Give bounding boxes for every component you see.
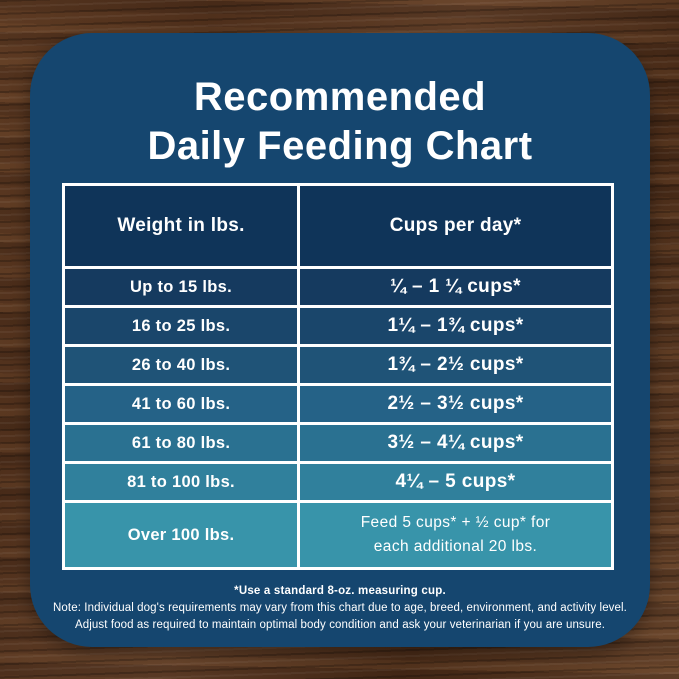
disclaimer-line-1: Note: Individual dog's requirements may … [53,602,627,614]
table-row-cups: 1¾ – 2½ cups* [300,347,611,383]
table-row-cups: Feed 5 cups* + ½ cup* for each additiona… [300,503,611,567]
table-row-cups: ¼ – 1 ¼ cups* [300,269,611,305]
table-row-weight: 61 to 80 lbs. [65,425,298,461]
table-row-weight: Over 100 lbs. [65,503,298,567]
table-row-weight: 81 to 100 lbs. [65,464,298,500]
table-row-cups: 1¼ – 1¾ cups* [300,308,611,344]
table-row-weight: 26 to 40 lbs. [65,347,298,383]
table-row-weight: 41 to 60 lbs. [65,386,298,422]
measuring-cup-note: *Use a standard 8-oz. measuring cup. [234,585,446,597]
page-title: Recommended Daily Feeding Chart [30,33,650,171]
table-row-cups: 3½ – 4¼ cups* [300,425,611,461]
feeding-chart-card: Recommended Daily Feeding Chart Weight i… [30,33,650,647]
footnotes: *Use a standard 8-oz. measuring cup. Not… [30,585,650,633]
title-line-2: Daily Feeding Chart [147,124,533,169]
table-row-weight: 16 to 25 lbs. [65,308,298,344]
column-header-cups: Cups per day* [300,186,611,266]
table-row-cups: 4¼ – 5 cups* [300,464,611,500]
title-line-1: Recommended [193,75,487,119]
table-row-cups: 2½ – 3½ cups* [300,386,611,422]
disclaimer-line-2: Adjust food as required to maintain opti… [74,618,606,631]
feeding-table: Weight in lbs. Cups per day* Up to 15 lb… [62,183,614,570]
column-header-weight: Weight in lbs. [65,186,298,266]
table-row-weight: Up to 15 lbs. [65,269,298,305]
